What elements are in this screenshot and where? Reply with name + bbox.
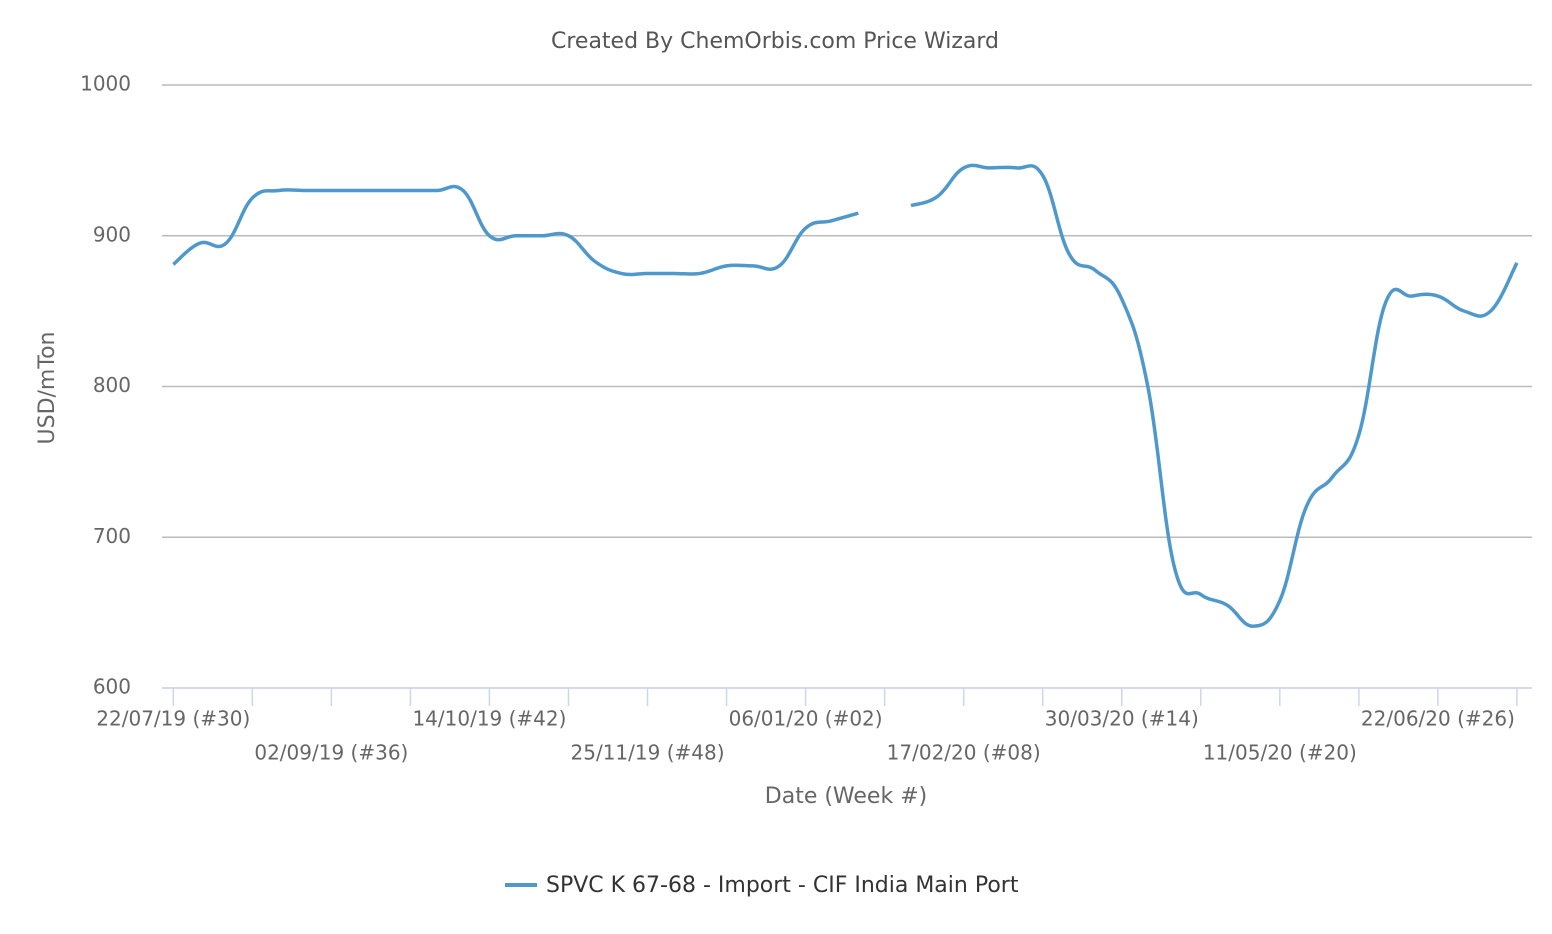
x-tick-label: 11/05/20 (#20): [1203, 741, 1357, 765]
chart-title: Created By ChemOrbis.com Price Wizard: [551, 29, 999, 54]
y-tick-label: 600: [93, 675, 131, 699]
x-axis-title: Date (Week #): [765, 784, 927, 809]
y-axis-title: USD/mTon: [35, 332, 60, 445]
x-tick-label: 22/06/20 (#26): [1361, 707, 1515, 731]
y-tick-label: 900: [93, 222, 131, 246]
x-tick-label: 14/10/19 (#42): [412, 707, 566, 731]
x-tick-label: 30/03/20 (#14): [1045, 707, 1199, 731]
x-tick-label: 17/02/20 (#08): [887, 741, 1041, 765]
x-tick-label: 02/09/19 (#36): [254, 741, 408, 765]
x-tick-label: 22/07/19 (#30): [96, 707, 250, 731]
series-line: [172, 184, 859, 277]
y-tick-label: 700: [93, 524, 131, 548]
y-tick-label: 1000: [80, 72, 131, 96]
x-tick-label: 25/11/19 (#48): [571, 741, 725, 765]
x-tick-label: 06/01/20 (#02): [729, 707, 883, 731]
legend-label: SPVC K 67-68 - Import - CIF India Main P…: [546, 873, 1019, 898]
y-tick-label: 800: [93, 373, 131, 397]
series-line: [910, 163, 1519, 628]
